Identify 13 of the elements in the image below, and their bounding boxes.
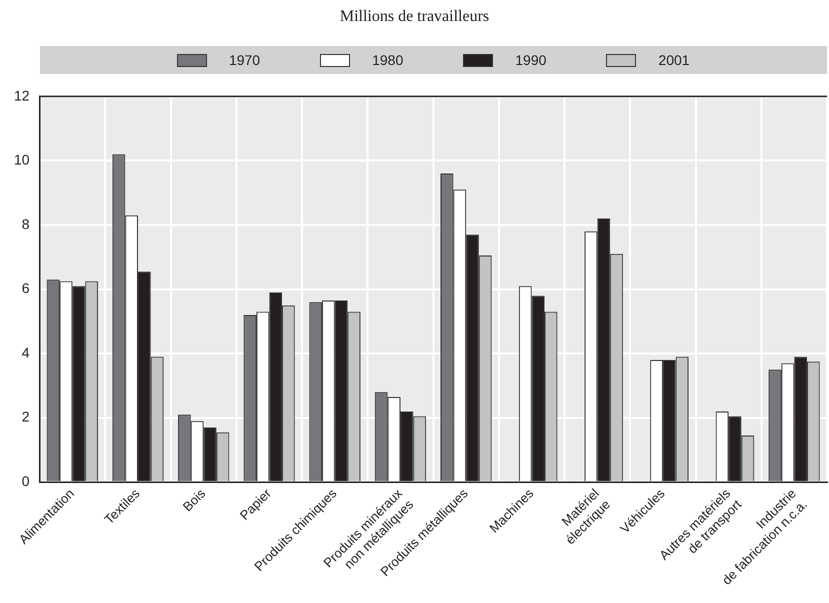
legend-label: 1990 [515, 52, 546, 68]
chart-title: Millions de travailleurs [338, 8, 490, 26]
legend-label: 1970 [228, 52, 260, 68]
y-tick-label: 0 [22, 473, 30, 490]
y-tick-label: 6 [22, 280, 30, 296]
y-tick-label: 10 [14, 152, 30, 168]
y-tick-label: 2 [22, 408, 30, 425]
y-tick-label: 12 [14, 87, 30, 104]
legend-label: 1980 [372, 52, 404, 68]
x-tick-label: Bois [180, 485, 209, 514]
y-tick-label: 4 [22, 344, 30, 360]
legend-label: 2001 [658, 52, 690, 68]
y-tick-label: 8 [22, 216, 30, 232]
